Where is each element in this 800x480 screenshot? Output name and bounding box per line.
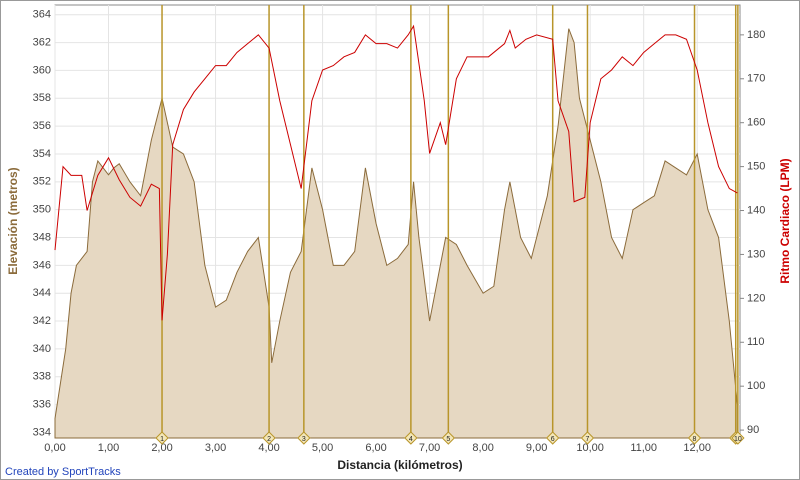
y2-tick-label: 100 — [747, 380, 765, 392]
x-tick-label: 8,00 — [472, 442, 493, 454]
y2-tick-label: 170 — [747, 73, 765, 85]
y-tick-label: 348 — [33, 231, 51, 243]
lap-badge — [441, 431, 456, 445]
lap-badge — [155, 431, 169, 445]
y-tick-label: 336 — [33, 398, 51, 410]
x-tick-label: 10,00 — [576, 442, 604, 454]
y-tick-label: 360 — [33, 64, 51, 76]
y-axis-title: Elevación (metros) — [6, 167, 20, 274]
y2-tick-label: 180 — [747, 29, 765, 41]
y2-tick-label: 130 — [747, 248, 765, 260]
y-tick-label: 354 — [33, 148, 51, 160]
y2-tick-label: 150 — [747, 161, 765, 173]
lap-label: 6 — [551, 436, 555, 443]
lap-label: 7 — [586, 436, 590, 443]
x-tick-label: 7,00 — [419, 442, 440, 454]
y-tick-label: 350 — [33, 204, 51, 216]
lap-label: 8 — [693, 436, 697, 443]
heart-rate-line — [54, 24, 738, 321]
lap-label: 3 — [302, 436, 306, 443]
y2-tick-label: 140 — [747, 204, 765, 216]
x-tick-label: 11,00 — [630, 442, 657, 454]
y2-tick-label: 110 — [747, 336, 765, 348]
x-tick-label: 6,00 — [365, 442, 386, 454]
y-tick-label: 358 — [33, 92, 51, 104]
lap-label: 4 — [409, 436, 413, 443]
lap-label: 5 — [446, 436, 450, 443]
lap-label: 2 — [267, 436, 271, 443]
x-tick-label: 9,00 — [526, 442, 547, 454]
lap-badge — [687, 431, 702, 445]
y-tick-label: 362 — [33, 36, 51, 48]
y2-tick-label: 90 — [747, 424, 759, 436]
lap-badge — [580, 431, 595, 445]
lap-badge — [731, 431, 745, 445]
lap-badge — [545, 431, 560, 445]
x-tick-label: 2,00 — [151, 442, 172, 454]
lap-label: 1 — [160, 436, 164, 443]
lap-label: 10 — [734, 436, 742, 443]
x-tick-label: 4,00 — [258, 442, 279, 454]
credit[interactable]: Created by SportTracks — [5, 466, 121, 478]
lap-badge — [262, 431, 276, 445]
y-tick-label: 364 — [33, 9, 51, 21]
y2-tick-label: 160 — [747, 117, 765, 129]
x-tick-label: 1,00 — [98, 442, 119, 454]
y-tick-label: 338 — [33, 371, 51, 383]
lap-badge — [297, 431, 311, 445]
y-tick-label: 356 — [33, 120, 51, 132]
y-tick-label: 340 — [33, 343, 51, 355]
x-tick-label: 12,00 — [683, 442, 711, 454]
y-tick-label: 344 — [33, 287, 51, 299]
y-tick-label: 352 — [33, 176, 51, 188]
y-tick-label: 334 — [33, 426, 51, 438]
x-axis-title: Distancia (kilómetros) — [337, 458, 462, 472]
x-tick-label: 0,00 — [44, 442, 65, 454]
y2-tick-label: 120 — [747, 292, 765, 304]
lap-badge — [404, 431, 418, 445]
x-tick-label: 3,00 — [205, 442, 226, 454]
elevation-area — [54, 28, 738, 439]
y-tick-label: 342 — [33, 315, 51, 327]
x-tick-label: 5,00 — [312, 442, 333, 454]
y2-axis-title: Ritmo Cardiaco (LPM) — [778, 158, 792, 283]
y-tick-label: 346 — [33, 259, 51, 271]
